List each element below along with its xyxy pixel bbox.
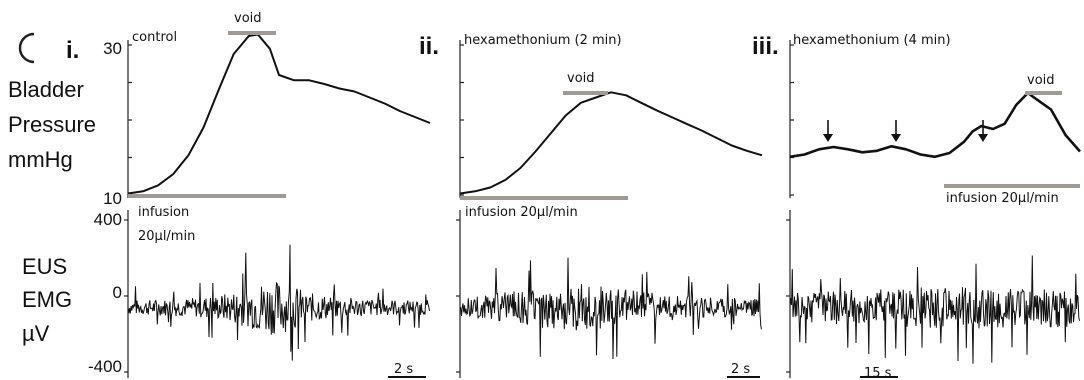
panel-i-infusion-line-1: infusion [138,205,189,220]
emg-label-line-3: µV [22,321,50,346]
panel-ii: ii. hexamethonium (2 min) void infusion … [419,33,750,377]
pressure-label-line-1: Bladder [8,77,84,102]
panel-ii-infusion-label: infusion 20µl/min [465,205,578,220]
pressure-trace-iii [789,91,1081,159]
emg-trace-i [127,244,430,361]
emg-axis-label: EUS EMG µV [22,254,72,346]
pressure-tick-10: 10 [103,189,122,208]
panel-i-scale-bar-label: 2 s [394,362,413,377]
panel-ii-roman: ii. [419,33,439,60]
panel-iii-infusion-label: infusion 20µl/min [946,191,1059,206]
chart-marks [124,31,1081,378]
pressure-trace-i [127,33,431,195]
pressure-label-line-3: mmHg [8,147,73,172]
panel-iii: iii. hexamethonium (4 min) void infusion… [752,33,1059,380]
panel-ii-void-label: void [567,71,595,86]
panel-i-roman: i. [66,37,79,64]
emg-label-line-1: EUS [22,254,67,279]
panel-iii-roman: iii. [752,33,779,60]
panel-ii-scale-bar-label: 2 s [731,362,750,377]
panel-i-infusion-line-2: 20µl/min [138,229,195,244]
partial-circle-mark [18,32,35,64]
panel-i: i. control void infusion 20µl/min 2 s [66,11,413,377]
emg-tick-400: 400 [94,210,122,229]
emg-tick-neg400: -400 [88,357,122,376]
panel-i-condition: control [132,30,177,45]
panel-iii-void-label: void [1027,73,1055,88]
panel-ii-condition: hexamethonium (2 min) [464,33,622,48]
panel-iii-condition: hexamethonium (4 min) [793,33,951,48]
emg-trace-iii [789,255,1080,364]
pressure-tick-30: 30 [103,39,122,58]
arrow-head-3 [978,134,988,142]
arrow-head-1 [823,134,833,142]
panel-i-void-label: void [234,11,262,26]
pressure-axis-label: Bladder Pressure mmHg [8,77,96,172]
emg-label-line-2: EMG [22,287,72,312]
arrow-head-2 [891,134,901,142]
emg-trace-ii [459,257,762,360]
pressure-trace-ii [459,91,763,195]
pressure-label-line-2: Pressure [8,112,96,137]
emg-tick-0: 0 [113,283,122,302]
